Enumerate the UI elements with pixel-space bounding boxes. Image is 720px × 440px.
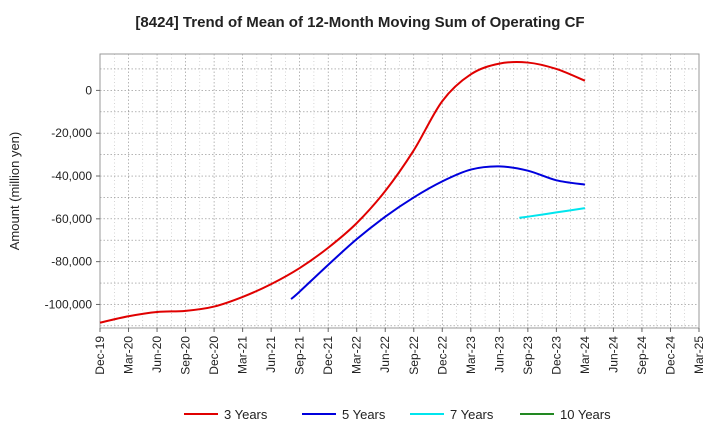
y-axis-title: Amount (million yen) — [7, 132, 22, 251]
y-tick-label: -20,000 — [51, 126, 92, 140]
series-line-3-years — [99, 60, 586, 324]
x-tick-label: Mar-22 — [350, 336, 364, 374]
x-tick-label: Sep-20 — [179, 336, 193, 375]
x-tick-label: Mar-25 — [692, 336, 706, 374]
y-axis: 0 -20,000 -40,000 -60,000 -80,000 -100,000 — [45, 83, 100, 311]
legend-label: 5 Years — [342, 407, 386, 422]
x-tick-label: Jun-24 — [606, 336, 620, 373]
series-line-7-years — [519, 207, 586, 219]
x-tick-label: Dec-19 — [93, 336, 107, 375]
legend: 3 Years 5 Years 7 Years 10 Years — [184, 407, 611, 422]
x-tick-label: Dec-22 — [435, 336, 449, 375]
x-tick-label: Dec-21 — [321, 336, 335, 375]
legend-item: 7 Years — [410, 407, 494, 422]
y-tick-label: -100,000 — [45, 297, 93, 311]
x-tick-label: Mar-23 — [464, 336, 478, 374]
x-tick-label: Mar-20 — [122, 336, 136, 374]
legend-label: 3 Years — [224, 407, 268, 422]
x-axis: Dec-19 Mar-20 Jun-20 Sep-20 Dec-20 Mar-21 Jun-… — [93, 328, 706, 375]
legend-item: 5 Years — [302, 407, 386, 422]
y-tick-label: -60,000 — [51, 212, 92, 226]
x-tick-label: Jun-21 — [264, 336, 278, 373]
legend-item: 3 Years — [184, 407, 268, 422]
x-tick-label: Mar-21 — [236, 336, 250, 374]
legend-label: 7 Years — [450, 407, 494, 422]
legend-label: 10 Years — [560, 407, 611, 422]
x-tick-label: Sep-21 — [293, 336, 307, 375]
x-tick-label: Jun-20 — [150, 336, 164, 373]
x-tick-label: Mar-24 — [578, 336, 592, 374]
x-tick-label: Dec-20 — [207, 336, 221, 375]
y-tick-label: 0 — [85, 83, 92, 97]
legend-item: 10 Years — [520, 407, 611, 422]
y-tick-label: -40,000 — [51, 169, 92, 183]
x-tick-label: Sep-23 — [521, 336, 535, 375]
series-lines — [99, 60, 586, 324]
chart-title: [8424] Trend of Mean of 12-Month Moving … — [135, 14, 585, 31]
x-tick-label: Sep-24 — [635, 336, 649, 375]
x-tick-label: Sep-22 — [407, 336, 421, 375]
x-tick-label: Dec-24 — [663, 336, 677, 375]
x-tick-label: Jun-23 — [492, 336, 506, 373]
x-tick-label: Dec-23 — [549, 336, 563, 375]
series-line-5-years — [290, 165, 586, 300]
grid — [100, 54, 699, 328]
plot-area-frame — [99, 53, 700, 329]
x-tick-label: Jun-22 — [378, 336, 392, 373]
y-tick-label: -80,000 — [51, 255, 92, 269]
